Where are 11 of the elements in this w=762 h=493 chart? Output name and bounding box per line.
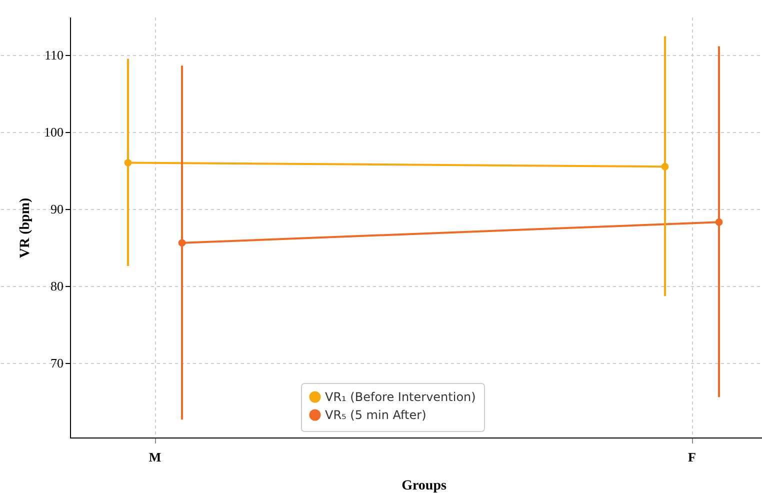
y-tick-label: 80 [50, 278, 64, 294]
x-tick-label: F [688, 450, 696, 464]
y-tick-label: 70 [50, 356, 64, 371]
x-axis-title: Groups [402, 478, 447, 493]
y-tick-label: 90 [50, 201, 64, 216]
legend-label: VR₅ (5 min After) [325, 408, 426, 422]
y-axis-title: VR (bpm) [18, 198, 33, 258]
y-tick-label: 100 [44, 124, 64, 140]
y-tick-label: 110 [44, 47, 64, 62]
x-tick-label: M [148, 450, 162, 464]
legend-label: VR₁ (Before Intervention) [325, 390, 476, 404]
